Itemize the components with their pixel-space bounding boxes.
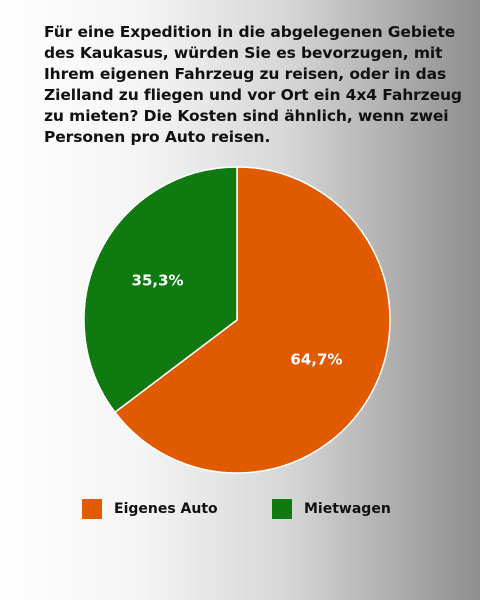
legend-item-eigenes-auto: Eigenes Auto (82, 499, 218, 519)
legend-swatch-mietwagen (272, 499, 292, 519)
legend-swatch-eigenes-auto (82, 499, 102, 519)
data-label-mietwagen: 35,3% (132, 271, 184, 289)
data-label-eigenes-auto: 64,7% (290, 351, 342, 369)
chart-title: Für eine Expedition in die abgelegenen G… (44, 23, 462, 146)
legend-label-eigenes-auto: Eigenes Auto (114, 501, 218, 517)
legend-item-mietwagen: Mietwagen (272, 499, 391, 519)
legend-label-mietwagen: Mietwagen (304, 501, 391, 517)
slice-mietwagen (83, 166, 238, 414)
slice-eigenes-auto (113, 166, 391, 474)
legend: Eigenes Auto Mietwagen (0, 499, 480, 529)
